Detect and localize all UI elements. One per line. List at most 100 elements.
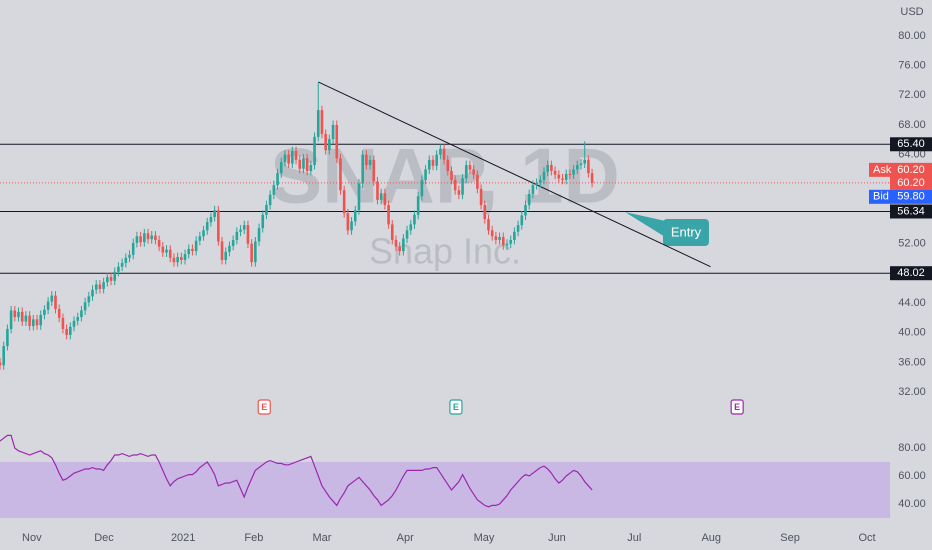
candle-body <box>268 194 272 206</box>
candle-body <box>487 219 490 231</box>
candle-body <box>464 165 468 179</box>
candle-body <box>361 154 364 184</box>
x-tick-label: Jun <box>548 532 566 544</box>
callout-pointer <box>625 212 670 240</box>
candle-body <box>117 266 120 272</box>
candle-body <box>98 284 102 289</box>
candle-body <box>246 225 250 244</box>
candle-body <box>250 243 253 263</box>
candle-body <box>476 174 479 189</box>
candle-body <box>46 301 50 310</box>
candle-body <box>183 254 187 260</box>
candle-body <box>224 251 228 260</box>
candle-body <box>120 262 124 267</box>
candle-body <box>24 315 28 322</box>
candle-body <box>498 237 501 240</box>
candle-body <box>165 249 168 253</box>
candle-body <box>176 257 179 263</box>
candle-body <box>61 317 65 329</box>
candle-body <box>320 110 324 134</box>
trendline <box>318 81 711 268</box>
level-label-box <box>890 266 932 281</box>
x-tick-label: Feb <box>244 532 263 544</box>
last-box <box>890 175 932 190</box>
candle-body <box>57 308 61 318</box>
candle-body <box>365 154 368 166</box>
rsi-tick-label: 40.00 <box>898 498 926 510</box>
candle-body <box>294 150 298 160</box>
y-tick-label: 68.00 <box>898 119 926 131</box>
candle-body <box>150 235 154 240</box>
candle-body <box>305 158 309 171</box>
candle-body <box>557 174 561 179</box>
candle-body <box>213 210 216 217</box>
candle-body <box>376 181 379 200</box>
candle-body <box>32 319 35 327</box>
y-tick-label: 36.00 <box>898 356 926 368</box>
candle-body <box>65 328 68 335</box>
candle-body <box>69 326 72 335</box>
candle-body <box>109 277 113 281</box>
candle-body <box>531 185 535 194</box>
callout-text: Entry <box>671 224 702 239</box>
candle-body <box>80 310 83 318</box>
candle-body <box>131 242 135 255</box>
candle-body <box>180 257 183 260</box>
candle-body <box>416 196 420 215</box>
candle-body <box>228 245 231 252</box>
candle-body <box>383 193 387 206</box>
candle-body <box>154 235 157 240</box>
earnings-label: E <box>453 402 459 412</box>
candle-body <box>106 277 109 283</box>
candle-body <box>442 148 446 160</box>
candle-body <box>161 246 165 253</box>
candle-body <box>461 178 464 195</box>
candle-body <box>128 254 131 258</box>
candle-body <box>328 139 331 151</box>
rsi-tick-label: 80.00 <box>898 442 926 454</box>
candle-body <box>143 233 146 243</box>
candle-body <box>450 170 453 180</box>
earnings-marker <box>449 399 463 415</box>
candle-body <box>17 311 20 318</box>
callout-box <box>663 219 709 246</box>
level-label: 48.02 <box>897 267 925 279</box>
candle-body <box>561 178 564 180</box>
candle-body <box>35 319 39 326</box>
candle-body <box>353 210 357 222</box>
last-label: 60.20 <box>897 177 925 189</box>
earnings-label: E <box>734 402 740 412</box>
y-tick-label: 72.00 <box>898 89 926 101</box>
level-label-box <box>890 204 932 219</box>
candle-body <box>254 241 257 263</box>
x-tick-label: 2021 <box>171 532 195 544</box>
candle-body <box>102 282 105 289</box>
candle-body <box>402 238 405 252</box>
candle-body <box>265 205 268 215</box>
candle-body <box>501 237 505 246</box>
level-label: 65.40 <box>897 138 925 150</box>
x-tick-label: Aug <box>701 532 721 544</box>
y-tick-label: 40.00 <box>898 327 926 339</box>
candle-body <box>6 328 9 347</box>
candle-body <box>424 169 427 180</box>
candle-body <box>83 302 87 311</box>
candle-body <box>194 240 198 252</box>
bid-label: 59.80 <box>897 191 925 203</box>
level-label: 56.34 <box>897 205 925 217</box>
ask-name: Ask <box>873 164 892 176</box>
candle-body <box>13 310 17 318</box>
candle-body <box>191 248 194 252</box>
entry-callout: Entry <box>625 212 709 246</box>
candle-body <box>538 179 542 183</box>
candle-body <box>202 230 205 237</box>
y-tick-label: 32.00 <box>898 386 926 398</box>
candle-body <box>527 193 531 206</box>
candle-body <box>50 295 54 302</box>
rsi-band <box>0 461 890 518</box>
candle-body <box>76 317 80 321</box>
earnings-marker <box>730 399 744 415</box>
candle-body <box>313 136 316 166</box>
